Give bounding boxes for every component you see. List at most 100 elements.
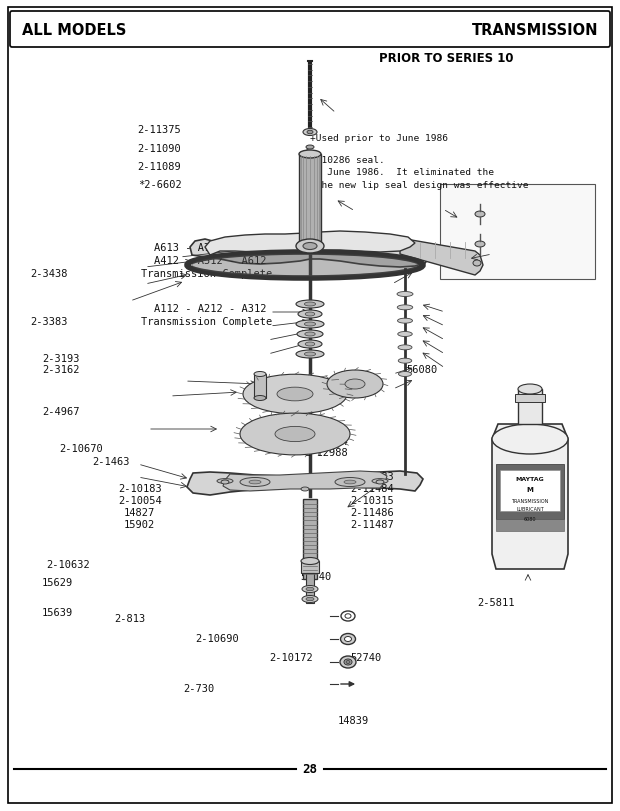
Text: TRANSMISSION: TRANSMISSION <box>512 499 549 504</box>
Ellipse shape <box>475 242 485 247</box>
Text: Transmission Complete: Transmission Complete <box>141 317 273 327</box>
Ellipse shape <box>254 396 266 401</box>
Text: A613 - A712 - A883: A613 - A712 - A883 <box>154 242 266 252</box>
Ellipse shape <box>296 301 324 309</box>
Text: 2-4967: 2-4967 <box>42 407 79 417</box>
Ellipse shape <box>302 596 318 603</box>
Ellipse shape <box>341 611 355 621</box>
Ellipse shape <box>217 479 233 484</box>
Ellipse shape <box>344 481 356 484</box>
Ellipse shape <box>399 372 412 377</box>
Ellipse shape <box>298 341 322 349</box>
Ellipse shape <box>303 129 317 136</box>
Ellipse shape <box>492 424 568 454</box>
Ellipse shape <box>307 131 313 135</box>
Ellipse shape <box>398 358 412 363</box>
Ellipse shape <box>397 292 413 297</box>
Ellipse shape <box>222 480 228 483</box>
Ellipse shape <box>376 480 384 484</box>
Ellipse shape <box>306 598 314 601</box>
Ellipse shape <box>372 479 388 484</box>
Text: 2-10183: 2-10183 <box>118 483 162 493</box>
Ellipse shape <box>298 311 322 319</box>
Text: 2-10054: 2-10054 <box>118 496 162 505</box>
Text: LUBRICANT: LUBRICANT <box>516 506 544 512</box>
Bar <box>500 470 560 512</box>
Ellipse shape <box>345 380 365 389</box>
Text: Transmission Complete: Transmission Complete <box>141 268 273 278</box>
Bar <box>254 375 266 398</box>
Text: 15639: 15639 <box>42 607 73 617</box>
Text: PRIOR TO SERIES 10: PRIOR TO SERIES 10 <box>379 52 513 65</box>
Ellipse shape <box>303 243 317 250</box>
Text: 28: 28 <box>303 762 317 775</box>
Text: 2-730: 2-730 <box>183 683 214 693</box>
Text: 2-1463: 2-1463 <box>92 457 129 466</box>
Text: 6080: 6080 <box>524 517 536 521</box>
Text: MAYTAG: MAYTAG <box>516 476 544 482</box>
Text: 2-10670: 2-10670 <box>59 444 103 453</box>
Ellipse shape <box>306 146 314 150</box>
Ellipse shape <box>277 388 313 401</box>
Text: 2-10172: 2-10172 <box>270 652 314 662</box>
Text: 14827: 14827 <box>124 508 155 517</box>
Text: 2-11483: 2-11483 <box>350 471 394 481</box>
Text: 2-11089: 2-11089 <box>138 162 182 172</box>
Text: +2-10286: +2-10286 <box>310 389 360 399</box>
Ellipse shape <box>304 303 316 307</box>
Text: *The new lip seal design was effective: *The new lip seal design was effective <box>310 180 528 190</box>
Ellipse shape <box>304 323 316 327</box>
Ellipse shape <box>296 320 324 328</box>
Ellipse shape <box>306 587 314 591</box>
Text: 2-3438: 2-3438 <box>30 268 67 278</box>
Ellipse shape <box>297 331 323 338</box>
Text: 2-3162: 2-3162 <box>42 365 79 375</box>
Text: 2-11375: 2-11375 <box>138 125 182 135</box>
Ellipse shape <box>305 342 315 346</box>
Ellipse shape <box>345 614 351 619</box>
Ellipse shape <box>340 656 356 668</box>
Polygon shape <box>492 424 568 569</box>
Text: 2-10632: 2-10632 <box>46 560 91 569</box>
Ellipse shape <box>473 260 481 267</box>
Text: 15629: 15629 <box>42 577 73 587</box>
Ellipse shape <box>344 659 352 665</box>
Text: 2-3193: 2-3193 <box>42 354 79 363</box>
Ellipse shape <box>327 371 383 398</box>
Text: 2-10690: 2-10690 <box>195 633 239 643</box>
Bar <box>301 561 319 573</box>
Ellipse shape <box>304 353 316 357</box>
Ellipse shape <box>346 661 350 663</box>
Ellipse shape <box>335 478 365 487</box>
Ellipse shape <box>301 558 319 564</box>
Ellipse shape <box>475 212 485 217</box>
Ellipse shape <box>302 586 318 593</box>
Ellipse shape <box>398 332 412 337</box>
Polygon shape <box>223 471 387 491</box>
Text: A112 - A212 - A312: A112 - A212 - A312 <box>154 304 266 314</box>
Ellipse shape <box>305 312 315 316</box>
Ellipse shape <box>275 427 315 442</box>
Text: +Used prior to June 1986: +Used prior to June 1986 <box>310 134 448 144</box>
Bar <box>440 185 595 280</box>
Ellipse shape <box>299 246 321 254</box>
Ellipse shape <box>397 306 413 311</box>
Text: TRANSMISSION: TRANSMISSION <box>471 23 598 37</box>
Ellipse shape <box>243 375 347 414</box>
Text: 2-813: 2-813 <box>115 613 146 623</box>
Text: 56080: 56080 <box>406 365 437 375</box>
Text: 2-12988: 2-12988 <box>304 448 348 457</box>
Text: 2-11090: 2-11090 <box>138 144 182 153</box>
Text: ALL MODELS: ALL MODELS <box>22 23 126 37</box>
Text: in June 1986.  It eliminated the: in June 1986. It eliminated the <box>310 168 494 178</box>
Ellipse shape <box>192 255 418 277</box>
Bar <box>306 573 314 603</box>
Bar <box>496 465 564 519</box>
Ellipse shape <box>240 478 270 487</box>
Ellipse shape <box>518 384 542 394</box>
Bar <box>299 155 321 250</box>
Polygon shape <box>205 232 415 255</box>
Text: 2-10286 seal.: 2-10286 seal. <box>310 156 385 165</box>
Ellipse shape <box>345 637 352 642</box>
Ellipse shape <box>296 240 324 254</box>
